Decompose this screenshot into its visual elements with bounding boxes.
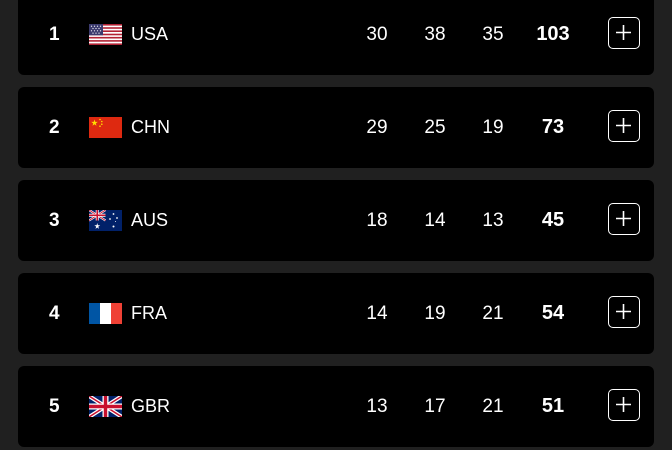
- table-row: 3 AUS 18 14 13 45: [18, 180, 654, 261]
- total-count: 45: [541, 209, 565, 231]
- table-row: 1 USA 30 38 3: [18, 0, 654, 75]
- rank-number: 2: [49, 117, 60, 138]
- gold-count: 29: [366, 117, 388, 138]
- gold-count: 14: [366, 303, 388, 324]
- gold-count: 30: [366, 24, 388, 45]
- table-row: 4 FRA 14 19 21 54: [18, 273, 654, 354]
- bronze-count: 13: [482, 210, 504, 231]
- rank-number: 5: [49, 396, 60, 417]
- bronze-count: 35: [482, 24, 504, 45]
- table-row: 5 GBR 13 17 21 51: [18, 366, 654, 447]
- silver-count: 38: [424, 24, 446, 45]
- country-code: USA: [131, 24, 169, 44]
- total-count: 103: [536, 23, 570, 45]
- silver-count: 19: [424, 303, 446, 324]
- expand-row-button[interactable]: [608, 110, 640, 142]
- total-count: 51: [541, 395, 565, 417]
- silver-count: 17: [424, 396, 446, 417]
- country-code: FRA: [131, 303, 167, 323]
- plus-icon: [616, 25, 631, 40]
- rank-number: 4: [49, 303, 60, 324]
- gold-count: 18: [366, 210, 388, 231]
- rank-number: 3: [49, 210, 60, 231]
- silver-count: 25: [424, 117, 446, 138]
- australia-flag-icon: [89, 210, 122, 231]
- plus-icon: [616, 211, 631, 226]
- expand-row-button[interactable]: [608, 389, 640, 421]
- plus-icon: [616, 118, 631, 133]
- china-flag-icon: [89, 117, 122, 138]
- country-code: AUS: [131, 210, 169, 230]
- usa-flag-icon: [89, 24, 122, 45]
- expand-row-button[interactable]: [608, 296, 640, 328]
- france-flag-icon: [89, 303, 122, 324]
- total-count: 54: [541, 302, 565, 324]
- country-code: GBR: [131, 396, 171, 416]
- table-row: 2 CHN 29 25 19 73: [18, 87, 654, 168]
- rank-number: 1: [49, 24, 60, 45]
- uk-flag-icon: [89, 396, 122, 417]
- plus-icon: [616, 397, 631, 412]
- bronze-count: 19: [482, 117, 504, 138]
- gold-count: 13: [366, 396, 388, 417]
- country-code: CHN: [131, 117, 170, 137]
- silver-count: 14: [424, 210, 446, 231]
- total-count: 73: [541, 116, 565, 138]
- plus-icon: [616, 304, 631, 319]
- expand-row-button[interactable]: [608, 203, 640, 235]
- expand-row-button[interactable]: [608, 17, 640, 49]
- bronze-count: 21: [482, 396, 504, 417]
- bronze-count: 21: [482, 303, 504, 324]
